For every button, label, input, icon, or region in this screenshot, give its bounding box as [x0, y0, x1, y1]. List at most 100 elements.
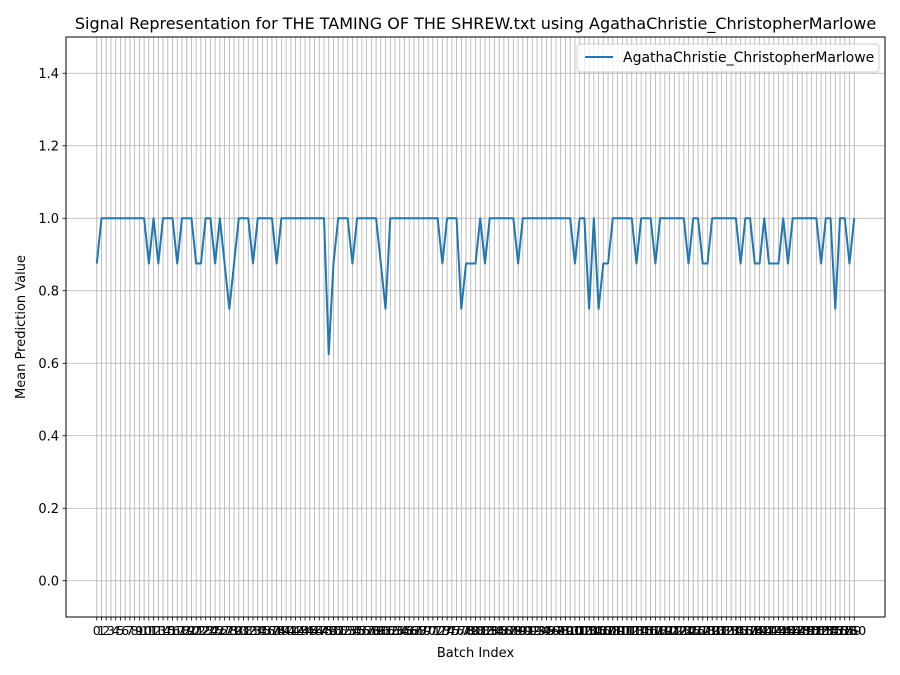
x-tick-label: 118 [643, 623, 667, 638]
y-tick-label: 0.2 [38, 502, 59, 517]
x-tick-label: 154 [814, 623, 838, 638]
x-tick-label: 111 [610, 623, 634, 638]
x-tick-label: 11 [141, 623, 157, 638]
legend-label: AgathaChristie_ChristopherMarlowe [623, 50, 874, 66]
x-axis-label: Batch Index [437, 646, 515, 661]
x-tick-label: 160 [842, 623, 866, 638]
x-tick-label: 115 [629, 623, 653, 638]
x-tick-label: 136 [729, 623, 753, 638]
y-tick-label: 1.2 [38, 139, 59, 154]
x-tick-label: 155 [819, 623, 843, 638]
x-tick-label: 30 [231, 623, 247, 638]
x-tick-label: 39 [273, 623, 289, 638]
x-tick-label: 44 [297, 623, 313, 638]
x-tick-label: 128 [691, 623, 715, 638]
x-tick-label: 94 [534, 623, 550, 638]
x-tick-label: 96 [543, 623, 559, 638]
x-tick-label: 0 [93, 623, 101, 638]
x-tick-label: 101 [563, 623, 587, 638]
x-tick-label: 135 [724, 623, 748, 638]
x-tick-label: 65 [397, 623, 413, 638]
x-tick-label: 105 [582, 623, 606, 638]
y-tick-label: 0.0 [38, 574, 59, 589]
x-tick-label: 140 [748, 623, 772, 638]
x-tick-label: 64 [392, 623, 408, 638]
x-tick-label: 124 [672, 623, 696, 638]
x-tick-label: 110 [606, 623, 630, 638]
x-tick-label: 116 [634, 623, 658, 638]
x-tick-label: 4 [112, 623, 120, 638]
x-tick-label: 127 [686, 623, 710, 638]
x-tick-label: 28 [221, 623, 237, 638]
x-tick-label: 36 [259, 623, 275, 638]
x-tick-label: 137 [733, 623, 757, 638]
x-tick-label: 8 [131, 623, 139, 638]
x-tick-label: 90 [515, 623, 531, 638]
x-tick-label: 76 [449, 623, 465, 638]
x-tick-label: 59 [368, 623, 384, 638]
x-tick-label: 15 [160, 623, 176, 638]
x-tick-label: 33 [245, 623, 261, 638]
x-tick-label: 48 [316, 623, 332, 638]
x-tick-label: 58 [363, 623, 379, 638]
x-tick-label: 21 [188, 623, 204, 638]
x-tick-label: 47 [311, 623, 327, 638]
x-tick-label: 17 [169, 623, 185, 638]
x-tick-label: 157 [828, 623, 852, 638]
x-tick-label: 31 [236, 623, 252, 638]
x-tick-label: 92 [524, 623, 540, 638]
x-tick-label: 61 [378, 623, 394, 638]
x-tick-label: 10 [136, 623, 152, 638]
x-tick-label: 114 [625, 623, 649, 638]
x-tick-label: 66 [401, 623, 417, 638]
x-tick-label: 95 [539, 623, 555, 638]
x-tick-label: 72 [430, 623, 446, 638]
x-tick-label: 131 [705, 623, 729, 638]
x-tick-label: 108 [596, 623, 620, 638]
x-tick-label: 63 [387, 623, 403, 638]
x-tick-label: 79 [463, 623, 479, 638]
x-tick-label: 43 [292, 623, 308, 638]
x-tick-label: 12 [146, 623, 162, 638]
x-tick-label: 40 [278, 623, 294, 638]
x-tick-label: 80 [468, 623, 484, 638]
x-tick-label: 152 [804, 623, 828, 638]
x-tick-label: 71 [425, 623, 441, 638]
x-tick-label: 56 [354, 623, 370, 638]
x-tick-label: 88 [505, 623, 521, 638]
x-tick-label: 68 [411, 623, 427, 638]
x-gridlines [96, 37, 855, 617]
x-tick-label: 34 [250, 623, 266, 638]
x-tick-label: 75 [444, 623, 460, 638]
x-tick-label: 37 [264, 623, 280, 638]
x-tick-label: 60 [373, 623, 389, 638]
x-tick-label: 151 [800, 623, 824, 638]
x-tick-label: 102 [568, 623, 592, 638]
x-tick-label: 26 [212, 623, 228, 638]
x-tick-label: 85 [491, 623, 507, 638]
x-tick-label: 5 [116, 623, 124, 638]
y-tick-label: 0.6 [38, 357, 59, 372]
y-gridlines [66, 72, 885, 582]
x-tick-label: 35 [255, 623, 271, 638]
x-tick-label: 67 [406, 623, 422, 638]
x-tick-label: 119 [648, 623, 672, 638]
x-tick-label: 74 [439, 623, 455, 638]
x-tick-label: 27 [217, 623, 233, 638]
x-tick-label: 104 [577, 623, 601, 638]
series-layer [95, 217, 856, 356]
x-tick-label: 86 [496, 623, 512, 638]
x-tick-label: 50 [326, 623, 342, 638]
x-tick-label: 87 [501, 623, 517, 638]
x-tick-label: 149 [790, 623, 814, 638]
x-tick-label: 91 [520, 623, 536, 638]
x-tick-label: 150 [795, 623, 819, 638]
x-tick-label: 120 [653, 623, 677, 638]
x-tick-label: 122 [662, 623, 686, 638]
x-tick-label: 78 [458, 623, 474, 638]
x-tick-label: 103 [572, 623, 596, 638]
x-tick-label: 14 [155, 623, 171, 638]
x-tick-label: 70 [420, 623, 436, 638]
x-tick-label: 143 [762, 623, 786, 638]
x-tick-label: 22 [193, 623, 209, 638]
